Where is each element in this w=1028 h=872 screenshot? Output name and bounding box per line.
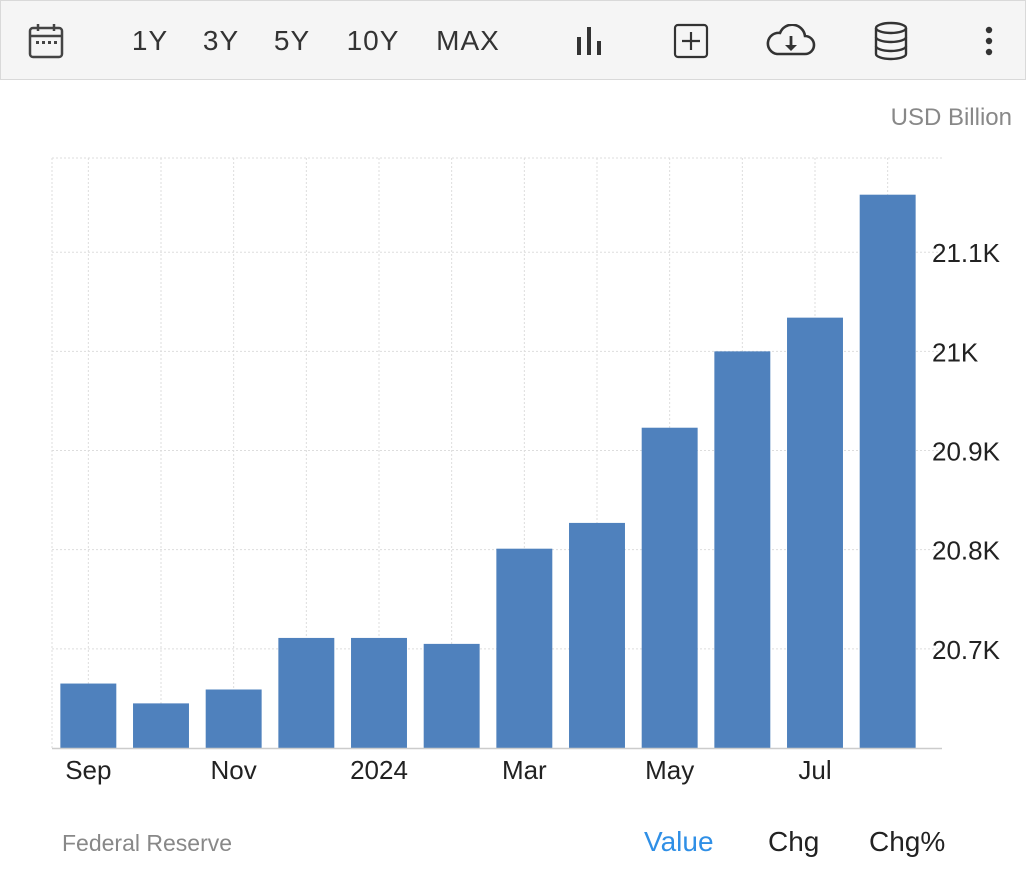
bar [787, 317, 843, 748]
range-10y-button[interactable]: 10Y [346, 25, 400, 56]
y-tick-label: 20.8K [932, 536, 1001, 566]
bar [278, 637, 335, 748]
x-tick-label: Nov [211, 755, 257, 785]
bar [60, 683, 117, 748]
tab-chg-percent[interactable]: Chg% [869, 826, 946, 857]
more-vert-icon[interactable] [977, 1, 1001, 81]
x-tick-label: 2024 [350, 755, 408, 785]
x-tick-label: May [645, 755, 694, 785]
database-icon[interactable] [871, 1, 911, 81]
y-tick-label: 20.7K [932, 635, 1001, 665]
cloud-download-icon[interactable] [763, 1, 819, 81]
y-tick-label: 21K [932, 337, 979, 367]
bar [641, 427, 698, 748]
x-tick-label: Mar [502, 755, 547, 785]
range-5y-button[interactable]: 5Y [273, 25, 311, 56]
bar [133, 703, 189, 748]
bar-chart-icon[interactable] [569, 1, 609, 81]
y-tick-label: 21.1K [932, 238, 1001, 268]
tab-chg[interactable]: Chg [768, 826, 820, 857]
x-tick-label: Jul [798, 755, 831, 785]
chart-toolbar: 1Y 3Y 5Y 10Y MAX [0, 0, 1026, 80]
bar [205, 689, 262, 748]
tab-value[interactable]: Value [644, 826, 714, 857]
y-tick-label: 20.9K [932, 437, 1001, 467]
unit-label: USD Billion [890, 104, 1012, 131]
range-1y-button[interactable]: 1Y [131, 25, 169, 56]
bar [714, 351, 771, 748]
calendar-icon[interactable] [25, 1, 67, 81]
source-label: Federal Reserve [62, 830, 233, 856]
bar [569, 522, 625, 748]
range-max-button[interactable]: MAX [436, 25, 500, 56]
bar [423, 643, 480, 748]
x-tick-label: Sep [65, 755, 111, 785]
range-3y-button[interactable]: 3Y [202, 25, 240, 56]
bar [859, 194, 916, 748]
bar [351, 637, 407, 748]
add-icon[interactable] [671, 1, 711, 81]
bar [496, 548, 553, 748]
